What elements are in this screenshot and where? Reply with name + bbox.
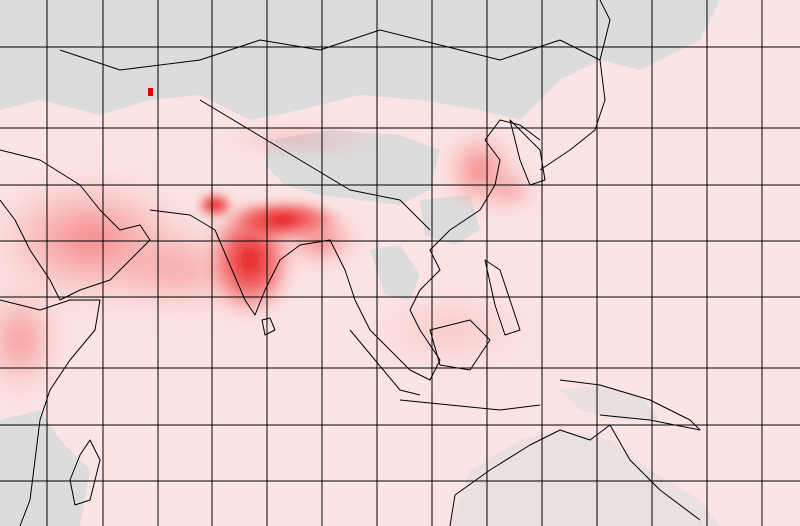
hotspot-maritime: [360, 290, 540, 370]
coast-africa: [0, 299, 101, 526]
coastlines: [0, 0, 701, 526]
coast-new-guinea: [559, 379, 701, 431]
no-data-africa: [0, 410, 90, 526]
border-north: [59, 29, 601, 71]
coast-india: [149, 209, 356, 316]
coast-korea: [509, 119, 546, 186]
hotspot-bay-of-bengal: [275, 210, 365, 270]
hotspot-east-china-sea: [480, 165, 540, 215]
coast-madagascar: [69, 439, 101, 506]
no-data-new-guinea: [560, 385, 660, 420]
hotspot-punjab: [195, 191, 235, 219]
coast-borneo: [429, 319, 491, 371]
coast-east-asia: [354, 119, 541, 381]
intensity-field: [0, 88, 540, 400]
coast-japan: [539, 0, 611, 171]
hotspot-tarim: [200, 126, 400, 154]
hotspot-small: [148, 88, 153, 96]
hotspot-east-africa: [0, 280, 60, 400]
coast-sumatra: [349, 329, 421, 396]
coast-arabia: [0, 149, 151, 301]
no-data-north: [0, 0, 720, 120]
no-data-indochina: [370, 245, 420, 300]
coast-java: [399, 399, 541, 411]
coast-australia: [449, 424, 701, 526]
coast-philippines: [484, 259, 521, 336]
border-himalaya: [199, 99, 431, 231]
